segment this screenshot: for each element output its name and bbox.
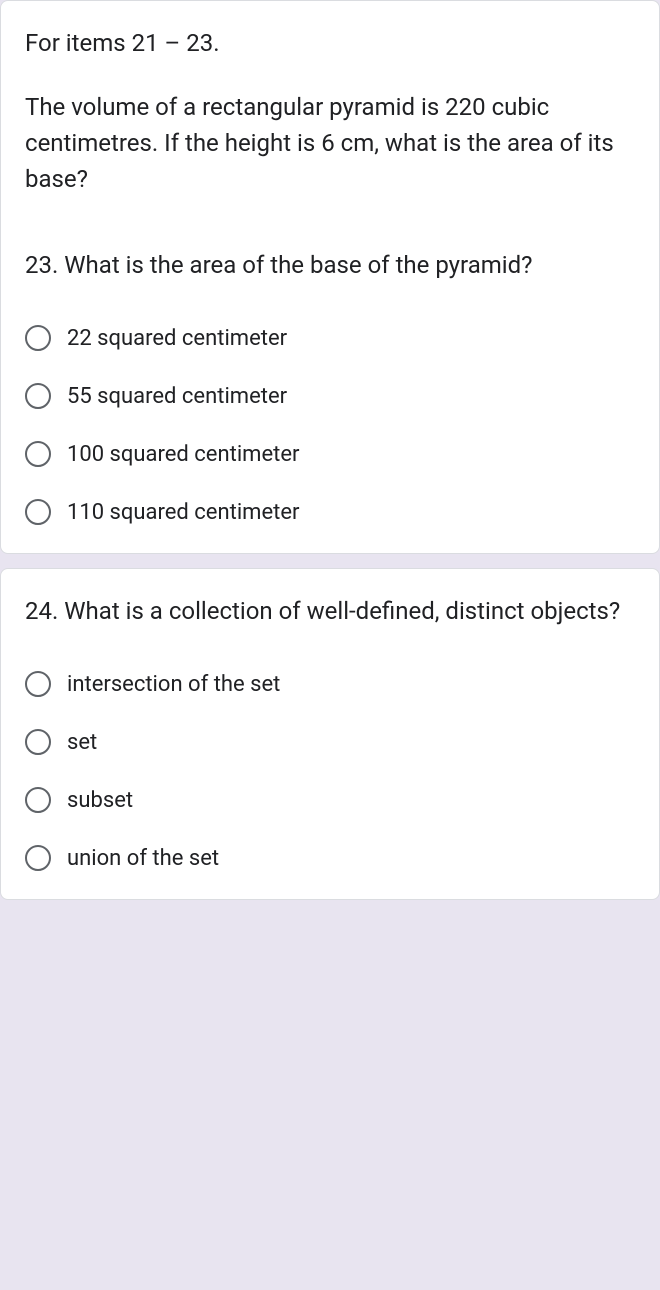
question-text: 24. What is a collection of well-defined… (25, 593, 635, 629)
option-row[interactable]: 55 squared centimeter (25, 383, 635, 409)
option-label: set (67, 730, 97, 755)
option-label: intersection of the set (67, 672, 280, 697)
option-row[interactable]: intersection of the set (25, 671, 635, 697)
radio-icon (25, 325, 51, 351)
options-container: 22 squared centimeter 55 squared centime… (25, 325, 635, 525)
option-label: 100 squared centimeter (67, 442, 299, 467)
option-row[interactable]: 100 squared centimeter (25, 441, 635, 467)
question-text: 23. What is the area of the base of the … (25, 247, 635, 283)
option-label: 55 squared centimeter (67, 384, 287, 409)
instruction-text: For items 21 – 23. (25, 25, 635, 61)
question-card-24: 24. What is a collection of well-defined… (0, 568, 660, 900)
problem-text: The volume of a rectangular pyramid is 2… (25, 89, 635, 197)
spacer (25, 197, 635, 247)
radio-icon (25, 729, 51, 755)
option-row[interactable]: subset (25, 787, 635, 813)
radio-icon (25, 383, 51, 409)
radio-icon (25, 671, 51, 697)
radio-icon (25, 441, 51, 467)
radio-icon (25, 499, 51, 525)
question-card-23: For items 21 – 23. The volume of a recta… (0, 0, 660, 554)
option-label: 110 squared centimeter (67, 500, 299, 525)
radio-icon (25, 787, 51, 813)
options-container: intersection of the set set subset union… (25, 671, 635, 871)
option-row[interactable]: union of the set (25, 845, 635, 871)
option-label: subset (67, 788, 133, 813)
option-row[interactable]: set (25, 729, 635, 755)
radio-icon (25, 845, 51, 871)
option-label: 22 squared centimeter (67, 326, 287, 351)
option-row[interactable]: 22 squared centimeter (25, 325, 635, 351)
option-row[interactable]: 110 squared centimeter (25, 499, 635, 525)
option-label: union of the set (67, 846, 219, 871)
